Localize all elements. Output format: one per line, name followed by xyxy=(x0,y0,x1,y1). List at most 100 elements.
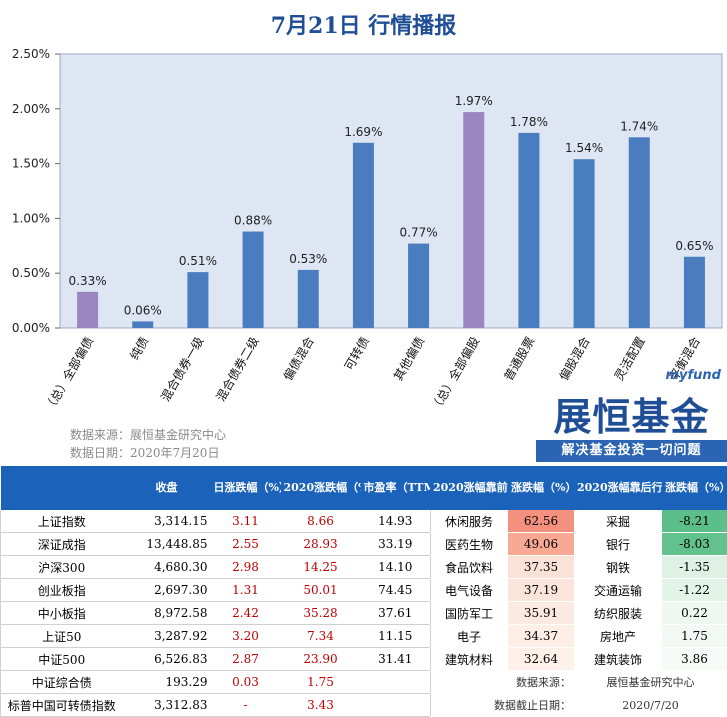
index-cell: 上证指数 xyxy=(0,510,123,533)
y-tick-label: 1.50% xyxy=(12,157,50,171)
bar-11 xyxy=(683,256,705,328)
industry-cell: 37.19 xyxy=(508,578,574,602)
index-cell: 8,972.58 xyxy=(122,601,211,625)
index-cell: 2.42 xyxy=(210,601,281,625)
index-cell: 35.28 xyxy=(280,601,361,625)
index-cell: 中小板指 xyxy=(0,601,123,625)
index-cell: 193.29 xyxy=(122,670,211,694)
y-tick-label: 0.00% xyxy=(12,321,50,335)
index-col-close: 收盘 xyxy=(122,466,211,510)
bar-10 xyxy=(628,137,650,328)
index-cell: 74.45 xyxy=(360,578,431,602)
data-label-7: 1.97% xyxy=(455,94,493,108)
industry-cell: 交通运输 xyxy=(574,578,662,602)
brand-logo: myfund 展恒基金 解决基金投资一切问题 xyxy=(536,368,727,464)
plot-area xyxy=(59,53,723,329)
industry-cell: 建筑材料 xyxy=(430,647,508,671)
bar-2 xyxy=(187,272,209,328)
index-cell: 14.93 xyxy=(360,510,431,533)
x-tick-label-1: 纯债 xyxy=(127,335,151,363)
logo-name: 展恒基金 xyxy=(553,394,710,439)
industry-cell: -1.35 xyxy=(662,555,727,579)
y-tick-label: 2.00% xyxy=(12,102,50,116)
bar-4 xyxy=(297,269,319,328)
industry-cell: -8.03 xyxy=(662,532,727,556)
index-cell: 1.75 xyxy=(280,670,361,694)
table-row: 建筑材料 32.64 建筑装饰 3.86 xyxy=(430,647,727,671)
table-row: 电气设备 37.19 交通运输 -1.22 xyxy=(430,578,727,602)
index-cell: 14.10 xyxy=(360,555,431,579)
index-cell: 3,314.15 xyxy=(122,510,211,533)
bar-6 xyxy=(408,243,430,328)
data-label-4: 0.53% xyxy=(289,252,327,266)
index-col-ytd: 2020涨跌幅（%） xyxy=(280,466,361,510)
industry-cell: 3.86 xyxy=(662,647,727,671)
index-cell: 沪深300 xyxy=(0,555,123,579)
y-tick-label: 1.00% xyxy=(12,211,50,225)
footer-row: 数据截止日期： 2020/7/20 xyxy=(430,693,727,717)
table-row: 中证500 6,526.83 2.87 23.90 31.41 xyxy=(0,647,431,671)
industry-cell: 房地产 xyxy=(574,624,662,648)
data-label-0: 0.33% xyxy=(69,274,107,288)
index-cell: 标普中国可转债指数 xyxy=(0,693,123,717)
date-line: 数据日期：2020年7月20日 xyxy=(70,446,220,460)
x-tick-label-5: 可转债 xyxy=(341,334,372,373)
index-cell: 中证500 xyxy=(0,647,123,671)
index-cell: 3,287.92 xyxy=(122,624,211,648)
data-label-1: 0.06% xyxy=(124,303,162,317)
index-col-pe: 市盈率（TTM） xyxy=(360,466,431,510)
industry-cell: 电子 xyxy=(430,624,508,648)
industry-cell: -8.21 xyxy=(662,510,727,533)
industry-col-top: 2020涨幅靠前行业 xyxy=(430,466,508,510)
bar-7 xyxy=(463,112,485,328)
logo-sub: myfund xyxy=(665,368,722,383)
index-table: 收盘 日涨跌幅（%） 2020涨跌幅（%） 市盈率（TTM） 上证指数3,314… xyxy=(0,466,431,717)
index-cell: 上证50 xyxy=(0,624,123,648)
index-cell: 33.19 xyxy=(360,532,431,556)
industry-cell: 国防军工 xyxy=(430,601,508,625)
index-cell: 6,526.83 xyxy=(122,647,211,671)
industry-cell: 钢铁 xyxy=(574,555,662,579)
index-cell: 28.93 xyxy=(280,532,361,556)
index-col-name xyxy=(0,466,123,510)
industry-cell: 电气设备 xyxy=(430,578,508,602)
index-cell xyxy=(360,670,431,694)
index-cell: 4,680.30 xyxy=(122,555,211,579)
industry-cell: 采掘 xyxy=(574,510,662,533)
x-tick-label-6: 其他偏债 xyxy=(390,334,427,383)
index-cell: 深证成指 xyxy=(0,532,123,556)
index-cell: 3.20 xyxy=(210,624,281,648)
index-cell: 3.11 xyxy=(210,510,281,533)
table-row: 中证综合债 193.29 0.03 1.75 xyxy=(0,670,431,694)
table-row: 上证指数 3,314.15 3.11 8.66 14.93 xyxy=(0,510,431,533)
table-row: 医药生物 49.06 银行 -8.03 xyxy=(430,532,727,556)
x-tick-label-3: 混合债券二级 xyxy=(213,334,262,404)
bar-chart: 0.00% 0.50% 1.00% 1.50% 2.00% 2.50% 0.33% （总）全部… xyxy=(12,47,723,414)
index-cell: 2.55 xyxy=(210,532,281,556)
y-tick-label: 2.50% xyxy=(12,47,50,61)
x-tick-label-7: （总）全部偏股 xyxy=(427,334,482,414)
bar-9 xyxy=(573,159,595,328)
page-title: 7月21日 行情播报 xyxy=(270,13,457,39)
industry-cell: 银行 xyxy=(574,532,662,556)
data-label-5: 1.69% xyxy=(344,125,382,139)
index-col-daily: 日涨跌幅（%） xyxy=(210,466,281,510)
footer-label: 数据截止日期： xyxy=(430,693,574,717)
data-label-10: 1.74% xyxy=(620,119,658,133)
industry-table: 2020涨幅靠前行业 涨跌幅（%） 2020涨幅靠后行业 涨跌幅（%） 休闲服务… xyxy=(430,466,727,717)
table-row: 电子 34.37 房地产 1.75 xyxy=(430,624,727,648)
industry-cell: 62.56 xyxy=(508,510,574,533)
table-row: 上证50 3,287.92 3.20 7.34 11.15 xyxy=(0,624,431,648)
data-label-3: 0.88% xyxy=(234,214,272,228)
index-cell: 8.66 xyxy=(280,510,361,533)
industry-cell: 49.06 xyxy=(508,532,574,556)
industry-cell: 建筑装饰 xyxy=(574,647,662,671)
table-row: 沪深300 4,680.30 2.98 14.25 14.10 xyxy=(0,555,431,579)
industry-cell: 食品饮料 xyxy=(430,555,508,579)
x-tick-label-4: 偏债混合 xyxy=(280,334,317,383)
industry-col-bottom: 2020涨幅靠后行业 xyxy=(574,466,662,510)
footer-row: 数据来源： 展恒基金研究中心 xyxy=(430,670,727,694)
index-cell: 3.43 xyxy=(280,693,361,717)
bar-8 xyxy=(518,132,540,328)
industry-cell: 37.35 xyxy=(508,555,574,579)
